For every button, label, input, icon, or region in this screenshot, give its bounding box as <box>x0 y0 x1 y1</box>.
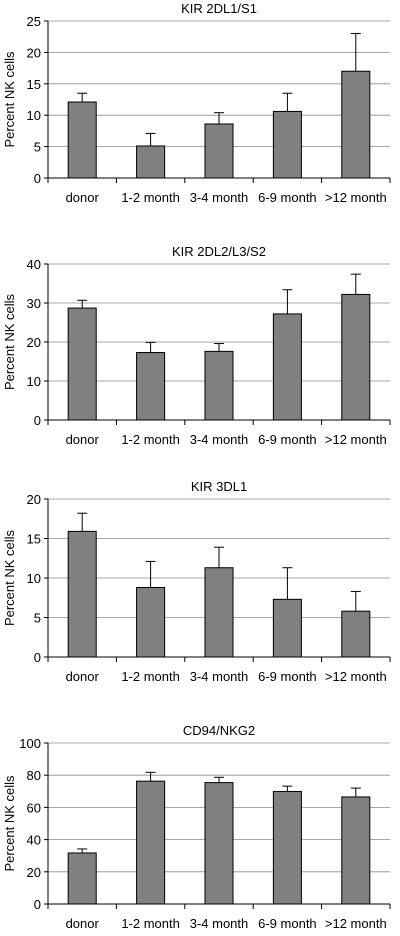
x-tick-label: donor <box>66 432 100 447</box>
x-tick-label: 6-9 month <box>258 916 317 931</box>
bar-4 <box>272 790 302 905</box>
x-tick-label: 1-2 month <box>121 190 180 205</box>
y-tick-label: 80 <box>27 768 41 783</box>
chart-panel-1: KIR 2DL1/S1 Percent NK cells 0 5 10 15 20 25 don… <box>2 1 391 205</box>
y-tick-label: 10 <box>27 571 41 586</box>
y-axis-label: Percent NK cells <box>2 529 17 626</box>
x-tick-label: >12 month <box>325 669 387 684</box>
y-tick-label: 60 <box>27 800 41 815</box>
bar-4 <box>272 598 302 658</box>
x-tick-label: 6-9 month <box>258 190 317 205</box>
chart-title: KIR 2DL2/L3/S2 <box>172 244 266 259</box>
bar-3 <box>204 567 234 658</box>
bar-5 <box>341 796 371 905</box>
y-tick-label: 0 <box>34 413 41 428</box>
bar-4 <box>272 313 302 421</box>
x-tick-label: donor <box>66 669 100 684</box>
y-tick-label: 0 <box>34 650 41 665</box>
y-tick-label: 15 <box>27 77 41 92</box>
x-tick-label: >12 month <box>325 916 387 931</box>
y-tick-label: 0 <box>34 171 41 186</box>
chart-title: CD94/NKG2 <box>183 723 255 738</box>
y-tick-label: 5 <box>34 140 41 155</box>
x-tick-label: 6-9 month <box>258 432 317 447</box>
y-tick-label: 100 <box>19 736 41 751</box>
bar-4 <box>272 110 302 179</box>
x-tick-label: 1-2 month <box>121 432 180 447</box>
chart-panel-3: KIR 3DL1 Percent NK cells 0 5 10 15 20 donor 1-2… <box>2 479 391 684</box>
y-tick-label: 0 <box>34 897 41 912</box>
bar-3 <box>204 782 234 905</box>
bar-2 <box>136 352 166 421</box>
bar-2 <box>136 586 166 658</box>
y-tick-label: 40 <box>27 257 41 272</box>
x-tick-label: donor <box>66 190 100 205</box>
y-tick-label: 10 <box>27 108 41 123</box>
bar-5 <box>341 70 371 179</box>
bar-3 <box>204 123 234 179</box>
y-tick-label: 30 <box>27 296 41 311</box>
y-tick-label: 20 <box>27 335 41 350</box>
x-tick-label: 1-2 month <box>121 916 180 931</box>
y-tick-label: 40 <box>27 833 41 848</box>
x-tick-label: 6-9 month <box>258 669 317 684</box>
y-axis-label: Percent NK cells <box>2 293 17 390</box>
bar-5 <box>341 293 371 421</box>
y-tick-label: 25 <box>27 14 41 29</box>
bar-2 <box>136 780 166 905</box>
y-tick-label: 15 <box>27 532 41 547</box>
x-tick-label: 3-4 month <box>190 669 249 684</box>
bar-1 <box>67 307 97 421</box>
chart-title: KIR 3DL1 <box>191 479 247 494</box>
bar-2 <box>136 145 166 179</box>
bar-5 <box>341 610 371 658</box>
bar-1 <box>67 530 97 658</box>
chart-panel-2: KIR 2DL2/L3/S2 Percent NK cells 0 10 20 30 40 d… <box>2 244 391 447</box>
y-tick-label: 20 <box>27 45 41 60</box>
chart-title: KIR 2DL1/S1 <box>181 1 257 16</box>
x-tick-label: 3-4 month <box>190 916 249 931</box>
y-tick-label: 20 <box>27 492 41 507</box>
y-tick-label: 20 <box>27 865 41 880</box>
bar-1 <box>67 852 97 905</box>
y-axis-label: Percent NK cells <box>2 775 17 872</box>
x-tick-label: >12 month <box>325 190 387 205</box>
y-tick-label: 10 <box>27 374 41 389</box>
bar-1 <box>67 101 97 179</box>
x-tick-label: 3-4 month <box>190 432 249 447</box>
y-axis-label: Percent NK cells <box>2 51 17 148</box>
x-tick-label: donor <box>66 916 100 931</box>
x-tick-label: >12 month <box>325 432 387 447</box>
y-tick-label: 5 <box>34 611 41 626</box>
x-tick-label: 1-2 month <box>121 669 180 684</box>
bar-3 <box>204 350 234 421</box>
x-tick-label: 3-4 month <box>190 190 249 205</box>
chart-panel-4: CD94/NKG2 Percent NK cells 0 20 40 60 80 100 don… <box>2 723 391 931</box>
